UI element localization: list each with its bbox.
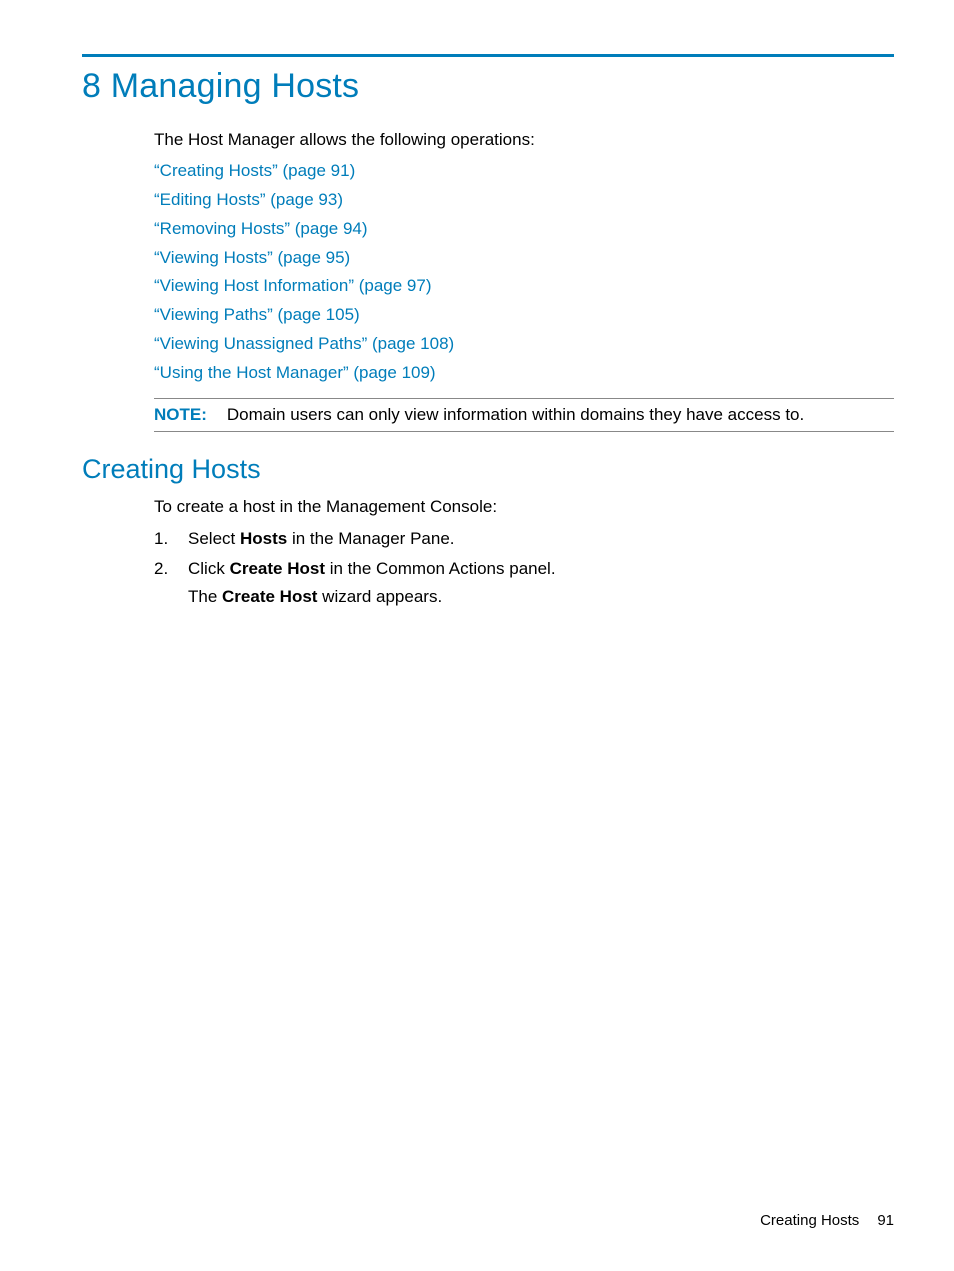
- ordered-steps: 1. Select Hosts in the Manager Pane. 2. …: [154, 525, 894, 611]
- step-row: 2. Click Create Host in the Common Actio…: [154, 555, 894, 611]
- intro-text: The Host Manager allows the following op…: [154, 126, 894, 155]
- step-bold: Create Host: [230, 559, 325, 578]
- step-text: Select Hosts in the Manager Pane.: [188, 525, 894, 553]
- xref-link[interactable]: “Creating Hosts” (page 91): [154, 161, 355, 180]
- cross-reference-list: “Creating Hosts” (page 91) “Editing Host…: [154, 157, 894, 388]
- step-post: in the Manager Pane.: [287, 529, 454, 548]
- note-text: Domain users can only view information w…: [227, 405, 804, 424]
- top-rule: [82, 54, 894, 57]
- step-bold: Hosts: [240, 529, 287, 548]
- step-pre: Click: [188, 559, 230, 578]
- section-title: Creating Hosts: [82, 454, 894, 485]
- xref-link[interactable]: “Using the Host Manager” (page 109): [154, 363, 436, 382]
- xref-link[interactable]: “Editing Hosts” (page 93): [154, 190, 343, 209]
- step-number: 1.: [154, 525, 188, 553]
- xref-link[interactable]: “Viewing Unassigned Paths” (page 108): [154, 334, 454, 353]
- chapter-title: 8 Managing Hosts: [82, 67, 894, 106]
- step-number: 2.: [154, 555, 188, 611]
- after-post: wizard appears.: [317, 587, 442, 606]
- page-footer: Creating Hosts 91: [760, 1212, 894, 1229]
- step-row: 1. Select Hosts in the Manager Pane.: [154, 525, 894, 553]
- xref-link[interactable]: “Viewing Paths” (page 105): [154, 305, 360, 324]
- after-pre: The: [188, 587, 222, 606]
- page-number: 91: [877, 1212, 894, 1229]
- note-block: NOTE: Domain users can only view informat…: [154, 398, 894, 432]
- after-bold: Create Host: [222, 587, 317, 606]
- xref-link[interactable]: “Removing Hosts” (page 94): [154, 219, 368, 238]
- xref-link[interactable]: “Viewing Hosts” (page 95): [154, 248, 350, 267]
- footer-section: Creating Hosts: [760, 1212, 859, 1229]
- document-page: 8 Managing Hosts The Host Manager allows…: [0, 0, 954, 611]
- step-pre: Select: [188, 529, 240, 548]
- section-intro: To create a host in the Management Conso…: [154, 493, 894, 521]
- step-post: in the Common Actions panel.: [325, 559, 556, 578]
- xref-link[interactable]: “Viewing Host Information” (page 97): [154, 276, 432, 295]
- step-text: Click Create Host in the Common Actions …: [188, 555, 894, 611]
- note-label: NOTE:: [154, 405, 207, 424]
